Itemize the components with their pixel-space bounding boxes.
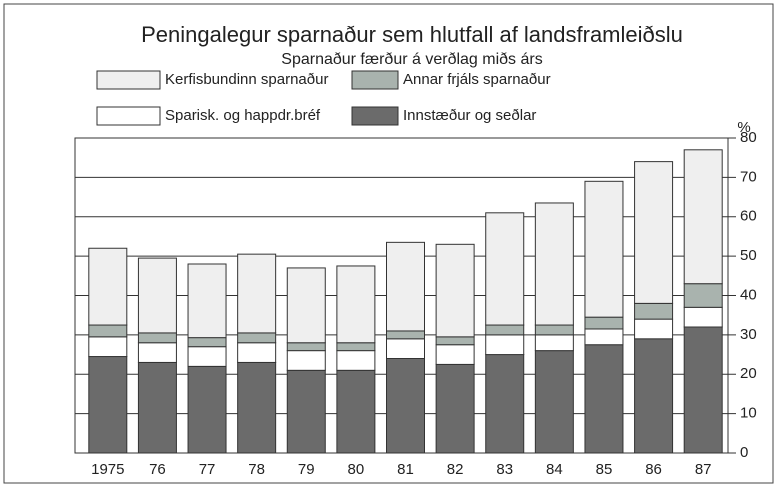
chart-title: Peningalegur sparnaður sem hlutfall af l… [141, 22, 683, 47]
bar-segment [286, 267, 326, 344]
bar-segment [435, 344, 475, 365]
bar-segment [683, 149, 723, 285]
bar-segment [534, 350, 574, 454]
bar-segment [386, 330, 425, 340]
bar-segment [485, 212, 525, 326]
x-tick-label: 83 [496, 461, 513, 478]
bar-segment [435, 363, 475, 454]
bar-segment [187, 346, 227, 367]
bar-segment [634, 161, 674, 304]
y-tick-label: 40 [740, 286, 757, 303]
frame [3, 3, 774, 484]
bar-segment [88, 247, 128, 326]
bar-segment [485, 334, 525, 356]
x-tick-label: 87 [695, 461, 712, 478]
bar-segment [386, 358, 425, 454]
bar-segment [584, 316, 624, 330]
bar-segment [286, 342, 326, 352]
legend-swatch [96, 70, 161, 90]
y-tick-label: 50 [740, 247, 757, 264]
bar-segment [137, 361, 177, 454]
x-tick-label: 82 [447, 461, 464, 478]
legend-swatch [351, 106, 399, 126]
x-tick-label: 1975 [91, 461, 124, 478]
bar-segment [336, 342, 376, 352]
x-tick-label: 81 [397, 461, 414, 478]
bar-segment [634, 338, 674, 454]
bar-segment [237, 253, 277, 334]
bar-segment [584, 180, 624, 318]
chart-subtitle: Sparnaður færður á verðlag miðs árs [281, 51, 542, 68]
x-tick-label: 77 [199, 461, 216, 478]
bar-segment [386, 241, 425, 332]
bar-segment [435, 336, 475, 346]
bar-segment [584, 344, 624, 454]
bar-segment [683, 306, 723, 328]
legend-swatch [96, 106, 161, 126]
bar-segment [683, 283, 723, 308]
y-tick-label: 60 [740, 208, 757, 225]
y-tick-label: 30 [740, 326, 757, 343]
bar-segment [534, 324, 574, 336]
x-tick-label: 80 [348, 461, 365, 478]
bar-segment [187, 263, 227, 339]
bar-segment [485, 354, 525, 454]
bar-segment [88, 336, 128, 358]
legend-label: Sparisk. og happdr.bréf [165, 107, 321, 124]
legend-label: Kerfisbundinn sparnaður [165, 71, 328, 88]
legend-label: Innstæður og seðlar [403, 107, 536, 124]
legend-label: Annar frjáls sparnaður [403, 71, 551, 88]
bar-segment [336, 350, 376, 371]
bar-segment [386, 338, 425, 359]
x-tick-label: 78 [248, 461, 265, 478]
y-tick-label: 10 [740, 405, 757, 422]
bar-segment [237, 332, 277, 344]
x-tick-label: 76 [149, 461, 166, 478]
bar-segment [237, 342, 277, 363]
bar-segment [88, 356, 128, 454]
legend-swatch [351, 70, 399, 90]
bar-segment [435, 243, 475, 338]
bar-segment [187, 365, 227, 454]
bar-segment [534, 202, 574, 326]
bar-segment [237, 361, 277, 454]
y-tick-label: 0 [740, 444, 748, 461]
bar-segment [584, 328, 624, 346]
x-tick-label: 84 [546, 461, 563, 478]
y-tick-label: 70 [740, 168, 757, 185]
y-tick-label: 80 [740, 129, 757, 146]
bar-segment [88, 324, 128, 338]
bar-segment [286, 350, 326, 371]
bar-segment [137, 342, 177, 363]
bar-segment [187, 337, 227, 348]
x-tick-label: 79 [298, 461, 315, 478]
x-tick-label: 86 [645, 461, 662, 478]
bar-segment [534, 334, 574, 352]
y-unit: % [737, 119, 750, 136]
bar-segment [634, 302, 674, 320]
bar-segment [336, 265, 376, 344]
bar-segment [137, 257, 177, 334]
bar-segment [286, 369, 326, 454]
bar-segment [485, 324, 525, 336]
x-tick-label: 85 [596, 461, 613, 478]
bar-segment [634, 318, 674, 340]
bar-segment [683, 326, 723, 454]
y-tick-label: 20 [740, 365, 757, 382]
bar-segment [336, 369, 376, 454]
bar-segment [137, 332, 177, 344]
